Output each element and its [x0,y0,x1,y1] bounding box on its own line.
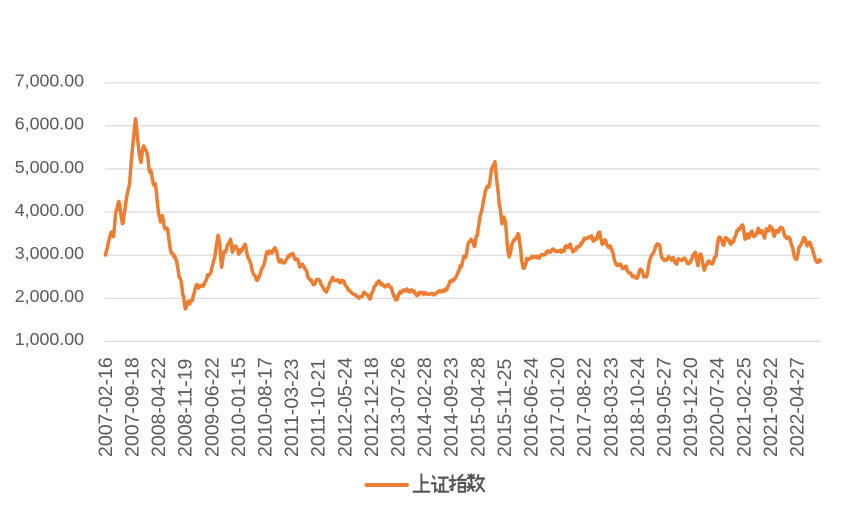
svg-text:5,000.00: 5,000.00 [15,157,84,177]
svg-text:7,000.00: 7,000.00 [15,71,84,91]
svg-text:2019-12-20: 2019-12-20 [680,357,702,457]
svg-text:2011-03-23: 2011-03-23 [281,359,303,457]
svg-text:2014-09-23: 2014-09-23 [441,357,463,457]
svg-text:2021-09-22: 2021-09-22 [760,357,782,457]
svg-text:3,000.00: 3,000.00 [15,243,84,263]
svg-text:2018-03-23: 2018-03-23 [600,357,622,457]
svg-text:2,000.00: 2,000.00 [15,286,84,306]
svg-text:2007-09-18: 2007-09-18 [122,357,144,457]
svg-text:2022-04-27: 2022-04-27 [787,357,809,457]
svg-text:2013-07-26: 2013-07-26 [388,357,410,457]
svg-text:6,000.00: 6,000.00 [15,114,84,134]
svg-text:1,000.00: 1,000.00 [15,329,84,349]
svg-text:2008-11-19: 2008-11-19 [175,359,197,457]
svg-text:2015-04-28: 2015-04-28 [467,357,489,457]
svg-text:2015-11-25: 2015-11-25 [494,359,516,457]
svg-text:2009-06-22: 2009-06-22 [201,357,223,457]
svg-text:2017-08-22: 2017-08-22 [574,357,596,457]
svg-text:2020-07-24: 2020-07-24 [707,357,729,457]
svg-text:2010-01-15: 2010-01-15 [228,357,250,457]
svg-text:2012-05-24: 2012-05-24 [334,357,356,457]
svg-text:2016-06-24: 2016-06-24 [521,357,543,457]
svg-text:2011-10-21: 2011-10-21 [308,359,330,457]
svg-text:2014-02-28: 2014-02-28 [414,357,436,457]
svg-text:2017-01-20: 2017-01-20 [547,357,569,457]
svg-text:2007-02-16: 2007-02-16 [95,357,117,457]
svg-text:2010-08-17: 2010-08-17 [255,357,277,457]
svg-text:2021-02-25: 2021-02-25 [733,357,755,457]
svg-text:2012-12-18: 2012-12-18 [361,357,383,457]
svg-text:2019-05-27: 2019-05-27 [654,357,676,457]
svg-text:4,000.00: 4,000.00 [15,200,84,220]
svg-text:2018-10-24: 2018-10-24 [627,357,649,457]
svg-text:2008-04-22: 2008-04-22 [148,357,170,457]
